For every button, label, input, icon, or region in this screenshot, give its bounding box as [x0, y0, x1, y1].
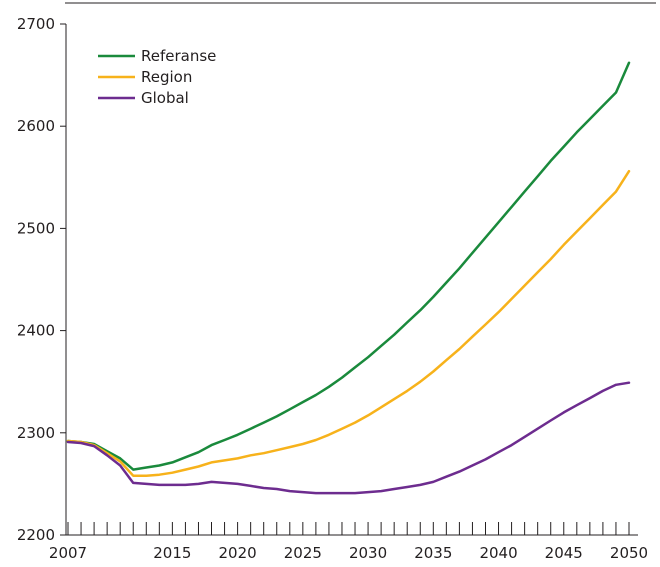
x-tick-label: 2035: [414, 544, 452, 562]
legend-label-global: Global: [141, 89, 189, 107]
y-tick-label: 2500: [17, 219, 55, 237]
x-tick-label: 2007: [49, 544, 87, 562]
x-tick-label: 2050: [610, 544, 648, 562]
x-tick-label: 2015: [153, 544, 191, 562]
x-tick-label: 2030: [349, 544, 387, 562]
x-axis-ticks: 2007 2015 2020 2025 2030 2035 2040 2045 2050: [49, 522, 648, 562]
series-lines: [66, 61, 631, 495]
legend: Referanse Region Global: [98, 47, 216, 107]
legend-label-region: Region: [141, 68, 192, 86]
y-tick-label: 2300: [17, 424, 55, 442]
series-line-region: [66, 169, 631, 477]
legend-label-referanse: Referanse: [141, 47, 216, 65]
y-tick-label: 2200: [17, 526, 55, 544]
series-line-referanse: [66, 61, 631, 471]
x-tick-label: 2045: [545, 544, 583, 562]
y-tick-label: 2600: [17, 117, 55, 135]
x-tick-label: 2020: [219, 544, 257, 562]
y-tick-label: 2400: [17, 322, 55, 340]
x-tick-label: 2025: [284, 544, 322, 562]
series-line-global: [66, 381, 631, 495]
x-tick-label: 2040: [479, 544, 517, 562]
y-axis-ticks: 2200 2300 2400 2500 2600 2700: [17, 15, 66, 544]
y-tick-label: 2700: [17, 15, 55, 33]
